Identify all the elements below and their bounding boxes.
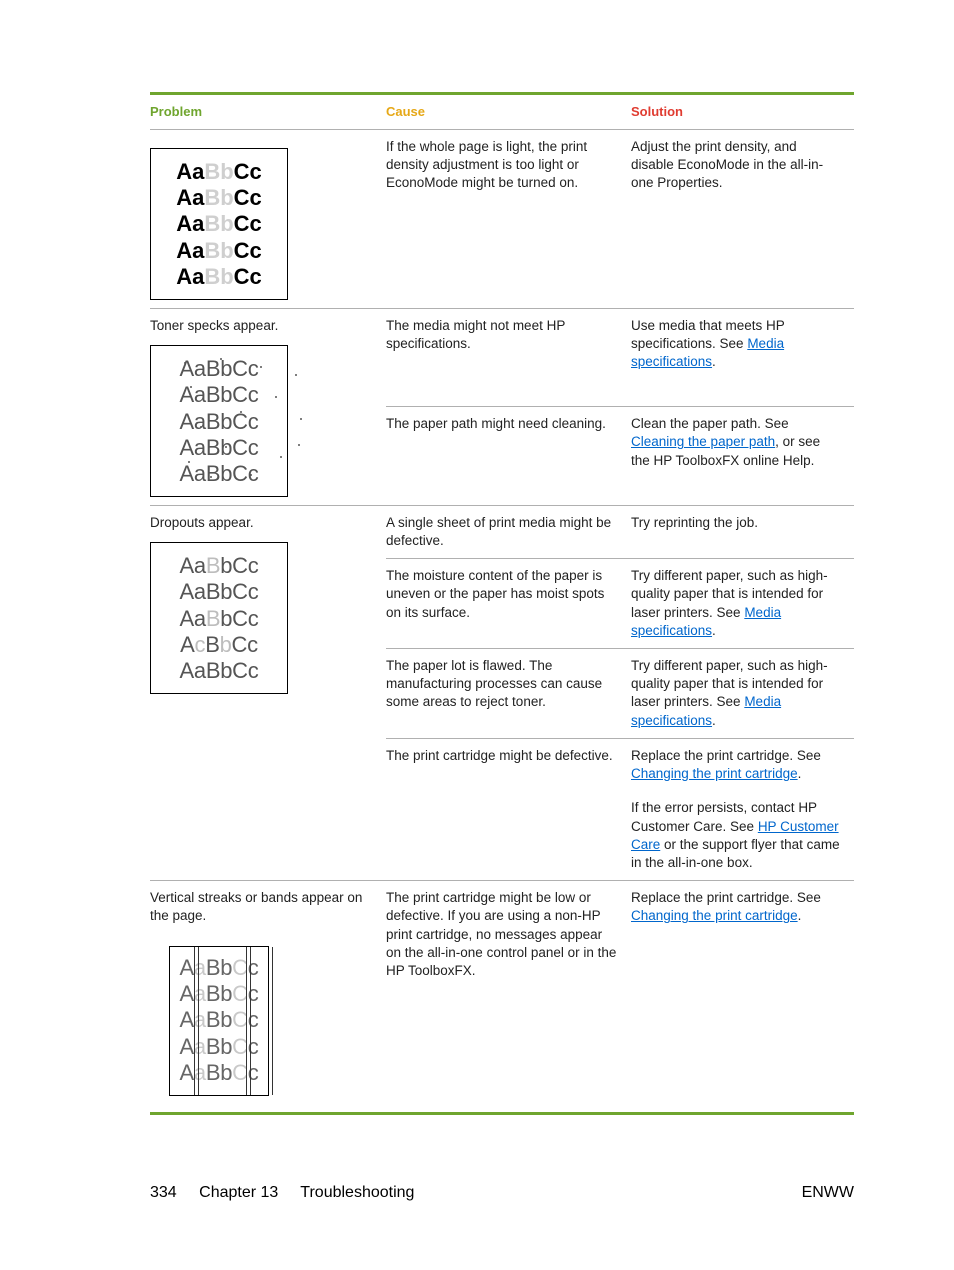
cause-cell: If the whole page is light, the print de… xyxy=(386,129,631,308)
table-row: Toner specks appear.AaBbCcAaBbCcAaBbCcAa… xyxy=(150,308,854,407)
table-header-row: Problem Cause Solution xyxy=(150,94,854,130)
cause-cell xyxy=(386,791,631,880)
page-footer: 334 Chapter 13 Troubleshooting ENWW xyxy=(150,1182,854,1204)
doc-link[interactable]: Cleaning the paper path xyxy=(631,434,775,449)
problem-cell: Vertical streaks or bands appear on the … xyxy=(150,881,386,1113)
cause-cell: The moisture content of the paper is une… xyxy=(386,559,631,649)
problem-cell: Dropouts appear. AaBbCcAaBbCcAaBbCcAcBbCc… xyxy=(150,505,386,881)
doc-link[interactable]: Changing the print cartridge xyxy=(631,908,798,923)
sample-light: AaBbCcAaBbCcAaBbCcAaBbCcAaBbCc xyxy=(150,148,288,300)
solution-cell: Try different paper, such as high-qualit… xyxy=(631,648,854,738)
sample-specks: AaBbCcAaBbCcAaBbCcAaBbCcAaBbCc xyxy=(150,345,288,497)
cause-cell: The paper lot is flawed. The manufacturi… xyxy=(386,648,631,738)
troubleshooting-table: Problem Cause Solution AaBbCcAaBbCcAaBbC… xyxy=(150,92,854,1115)
cause-cell: The print cartridge might be low or defe… xyxy=(386,881,631,1113)
table-row: AaBbCcAaBbCcAaBbCcAaBbCcAaBbCc If the who… xyxy=(150,129,854,308)
table-row: Vertical streaks or bands appear on the … xyxy=(150,881,854,1113)
solution-cell: Try different paper, such as high-qualit… xyxy=(631,559,854,649)
header-cause: Cause xyxy=(386,94,631,130)
chapter-title: Troubleshooting xyxy=(300,1184,414,1201)
cause-cell: The paper path might need cleaning. xyxy=(386,407,631,506)
page-number: 334 xyxy=(150,1184,177,1201)
cause-cell: A single sheet of print media might be d… xyxy=(386,505,631,558)
cause-cell: The media might not meet HP specificatio… xyxy=(386,308,631,407)
problem-cell: Toner specks appear. AaBbCcAaBbCcAaBbCcAa… xyxy=(150,308,386,505)
solution-cell: Adjust the print density, and disable Ec… xyxy=(631,129,854,308)
solution-cell: Try reprinting the job. xyxy=(631,505,854,558)
doc-link[interactable]: Changing the print cartridge xyxy=(631,766,798,781)
header-problem: Problem xyxy=(150,94,386,130)
sample-streaks: AaBbCcAaBbCcAaBbCcAaBbCcAaBbCc xyxy=(150,936,288,1104)
header-solution: Solution xyxy=(631,94,854,130)
problem-text: Vertical streaks or bands appear on the … xyxy=(150,889,380,925)
solution-cell: Use media that meets HP specifications. … xyxy=(631,308,854,407)
solution-cell: If the error persists, contact HP Custom… xyxy=(631,791,854,880)
table-row: Dropouts appear.AaBbCcAaBbCcAaBbCcAcBbCc… xyxy=(150,505,854,558)
problem-cell: AaBbCcAaBbCcAaBbCcAaBbCcAaBbCc xyxy=(150,129,386,308)
problem-text: Dropouts appear. xyxy=(150,514,380,532)
chapter-label: Chapter 13 xyxy=(199,1184,278,1201)
solution-cell: Replace the print cartridge. See Changin… xyxy=(631,738,854,791)
cause-cell: The print cartridge might be defective. xyxy=(386,738,631,791)
solution-cell: Clean the paper path. See Cleaning the p… xyxy=(631,407,854,506)
sample-dropouts: AaBbCcAaBbCcAaBbCcAcBbCcAaBbCc xyxy=(150,542,288,694)
solution-cell: Replace the print cartridge. See Changin… xyxy=(631,881,854,1113)
footer-right: ENWW xyxy=(802,1182,854,1204)
problem-text: Toner specks appear. xyxy=(150,317,380,335)
